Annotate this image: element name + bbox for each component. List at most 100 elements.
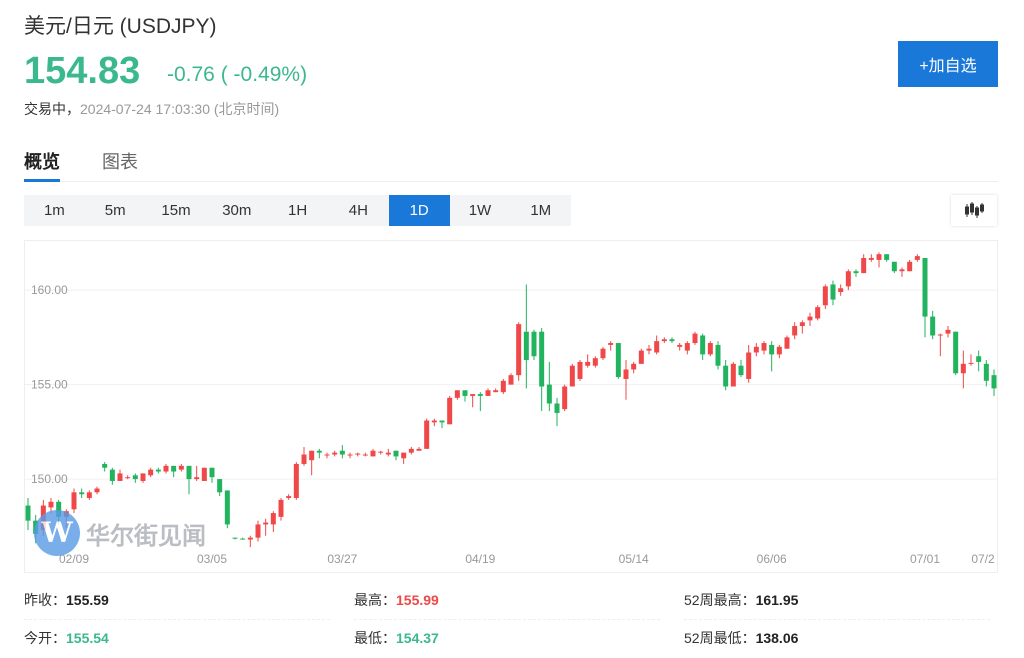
- candle-body: [807, 316, 813, 321]
- period-15m[interactable]: 15m: [161, 202, 191, 219]
- period-1H[interactable]: 1H: [287, 202, 308, 219]
- candle-body: [163, 465, 169, 472]
- last-price: 154.83: [24, 50, 141, 92]
- candle-body: [263, 522, 269, 525]
- candle-body: [71, 492, 77, 510]
- candle-body: [960, 363, 966, 374]
- candle-body: [355, 453, 361, 455]
- instrument-title: 美元/日元 (USDJPY): [24, 15, 217, 38]
- candle-body: [385, 452, 391, 455]
- tab-chart[interactable]: 图表: [102, 152, 138, 172]
- stat-value: 155.54: [66, 630, 109, 646]
- candle-body: [171, 465, 177, 472]
- stat-label: 52周最低：: [684, 630, 756, 646]
- status-text: 交易中，: [24, 101, 80, 117]
- candle-body: [301, 454, 307, 464]
- stat-item: 最低：154.37: [354, 622, 660, 658]
- candle-body: [316, 450, 322, 453]
- watermark-logo-icon: W: [34, 510, 80, 556]
- candle-body: [677, 344, 683, 347]
- candle-body: [684, 343, 690, 351]
- candle-body: [132, 475, 138, 480]
- period-5m[interactable]: 5m: [104, 202, 126, 219]
- candle-body: [94, 488, 100, 493]
- candle-body: [585, 361, 591, 366]
- candle-body: [769, 344, 775, 355]
- stat-value: 161.95: [755, 592, 799, 608]
- candle-body: [477, 394, 483, 396]
- period-4H[interactable]: 4H: [348, 202, 368, 219]
- candle-body: [447, 397, 453, 425]
- candle-body: [454, 390, 460, 398]
- period-30m[interactable]: 30m: [222, 202, 252, 219]
- candle-body: [707, 343, 713, 355]
- candle-body: [531, 331, 537, 357]
- y-tick-label: 160.00: [31, 283, 68, 297]
- candle-body: [730, 363, 736, 387]
- candle-body: [546, 384, 552, 404]
- candle-body: [845, 271, 851, 287]
- candle-body: [309, 450, 315, 461]
- candle-body: [608, 343, 614, 345]
- candle-body: [25, 505, 31, 521]
- candle-body: [378, 451, 384, 453]
- chart-type-button[interactable]: [951, 195, 997, 226]
- candle-body: [976, 356, 982, 362]
- candle-body: [339, 450, 345, 455]
- period-1m[interactable]: 1m: [43, 202, 65, 219]
- candle-body: [646, 348, 652, 351]
- candle-body: [907, 261, 913, 272]
- candle-body: [209, 467, 215, 478]
- stat-label: 最高：: [354, 592, 396, 608]
- candle-body: [408, 448, 414, 453]
- candle-body: [56, 501, 62, 517]
- candle-body: [516, 324, 522, 376]
- period-1M[interactable]: 1M: [530, 202, 552, 219]
- candle-body: [822, 286, 828, 306]
- period-1D[interactable]: 1D: [388, 195, 450, 226]
- candle-body: [983, 363, 989, 381]
- period-1W[interactable]: 1W: [468, 202, 492, 219]
- candle-body: [86, 492, 92, 498]
- tab-overview[interactable]: 概览: [24, 148, 60, 182]
- candle-body: [401, 452, 407, 459]
- candle-body: [753, 346, 759, 353]
- stat-item: 52周最高：161.95: [684, 584, 990, 620]
- candle-body: [723, 365, 729, 387]
- candle-body: [930, 316, 936, 336]
- candle-body: [347, 454, 353, 456]
- candle-body: [148, 469, 154, 476]
- period-selector: 1m 5m 15m 30m 1H 4H 1D 1W 1M: [24, 195, 572, 226]
- candle-body: [462, 390, 468, 396]
- stat-item: 昨收：155.59: [24, 584, 330, 620]
- watermark-text: 华尔街见闻: [86, 520, 206, 550]
- candle-body: [370, 450, 376, 457]
- candle-body: [692, 333, 698, 344]
- candle-body: [48, 501, 54, 508]
- candle-body: [240, 538, 246, 540]
- candle-body: [79, 492, 85, 495]
- stat-label: 昨收：: [24, 592, 66, 608]
- candle-body: [746, 352, 752, 379]
- candle-body: [661, 339, 667, 342]
- x-tick-label: 02/09: [59, 552, 89, 566]
- stat-item: 最高：155.99: [354, 584, 660, 620]
- candle-body: [286, 496, 292, 498]
- candle-body: [125, 477, 131, 479]
- candle-body: [600, 348, 606, 359]
- add-to-watchlist-button[interactable]: +加自选: [898, 41, 998, 87]
- x-tick-label: 06/06: [757, 552, 787, 566]
- candle-body: [991, 375, 997, 389]
- price-chart[interactable]: 160.00 155.00 150.00 02/09 03/05 03/27 04/19 05…: [24, 240, 998, 573]
- candle-body: [217, 479, 223, 493]
- candle-body: [500, 380, 506, 393]
- candle-body: [884, 254, 890, 260]
- candle-body: [332, 452, 338, 455]
- candle-body: [876, 254, 882, 260]
- candle-body: [224, 490, 230, 525]
- candle-body: [362, 454, 368, 456]
- x-tick-label: 05/14: [619, 552, 649, 566]
- candle-body: [562, 386, 568, 410]
- candle-body: [278, 499, 284, 517]
- timestamp: 2024-07-24 17:03:30 (北京时间): [80, 101, 280, 117]
